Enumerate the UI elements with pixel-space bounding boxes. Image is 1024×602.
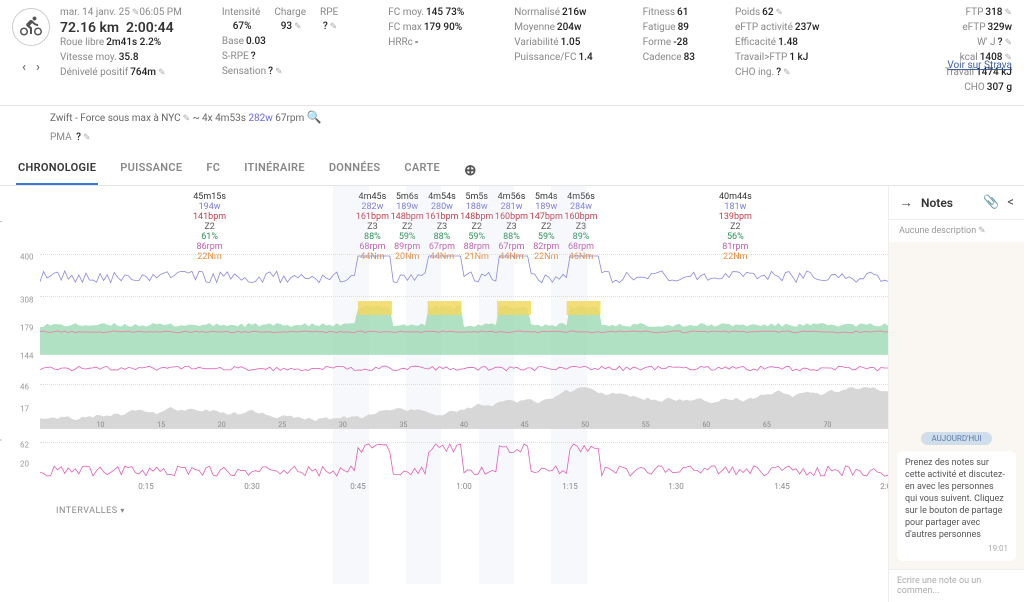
track-power[interactable]: Puissance400 bbox=[40, 254, 888, 296]
tab-puissance[interactable]: PUISSANCE bbox=[118, 155, 184, 185]
attachment-icon[interactable]: 📎 bbox=[983, 195, 999, 210]
x-tick: 0:15 bbox=[138, 482, 153, 491]
x-tick: 1:15 bbox=[562, 482, 577, 491]
x-tick: 0:30 bbox=[244, 482, 259, 491]
x-tick: 1:30 bbox=[668, 482, 683, 491]
note-input[interactable]: Ecrire une note ou un commen... bbox=[889, 569, 1024, 602]
tab-données[interactable]: DONNÉES bbox=[327, 155, 383, 185]
interval-header: 40m44s181w139bpmZ256%81rpm22Nm bbox=[719, 192, 752, 262]
activity-time: 06:05 PM bbox=[139, 7, 181, 18]
track-cadence[interactable]: 144 bbox=[40, 354, 888, 384]
distance-value: 72.16 km bbox=[60, 20, 119, 36]
x-tick: 1:45 bbox=[774, 482, 789, 491]
strava-link[interactable]: Voir sur Strava bbox=[947, 60, 1012, 71]
intervals-dropdown[interactable]: INTERVALLES ▾ bbox=[40, 500, 888, 522]
add-tab-button[interactable]: ⊕ bbox=[462, 155, 479, 185]
today-badge: AUJOURD'HUI bbox=[921, 432, 991, 445]
tab-carte[interactable]: CARTE bbox=[402, 155, 442, 185]
x-tick: 2:00 bbox=[880, 482, 888, 491]
tab-fc[interactable]: FC bbox=[204, 155, 222, 185]
interval-header: 45m15s194w141bpmZ261%86rpm22Nm bbox=[193, 192, 226, 262]
x-tick: 1:00 bbox=[456, 482, 471, 491]
track-hr30[interactable]: Cadence fréquence cardiaques 30s308179 bbox=[40, 296, 888, 354]
search-icon[interactable]: 🔍 bbox=[307, 110, 322, 124]
tab-itinéraire[interactable]: ITINÉRAIRE bbox=[242, 155, 307, 185]
note-hint: Prenez des notes sur cette activité et d… bbox=[897, 451, 1016, 561]
track-altitude[interactable]: Altitude461710152025303540455055606570 bbox=[40, 384, 888, 428]
share-icon[interactable]: < bbox=[1007, 195, 1014, 210]
next-activity-button[interactable]: › bbox=[36, 60, 40, 75]
activity-date: mar. 14 janv. 25 bbox=[60, 7, 130, 18]
tab-chronologie[interactable]: CHRONOLOGIE bbox=[16, 155, 98, 185]
track-couple[interactable]: Couple6220 bbox=[40, 442, 888, 482]
activity-name: Zwift - Force sous max à NYC bbox=[50, 113, 181, 124]
notes-title: Notes bbox=[921, 196, 975, 210]
notes-collapse-button[interactable]: → bbox=[899, 194, 913, 211]
track-modifier[interactable]: Modifier bbox=[40, 428, 888, 442]
prev-activity-button[interactable]: ‹ bbox=[22, 60, 26, 75]
duration-value: 2:00:44 bbox=[126, 20, 174, 36]
activity-icon bbox=[12, 8, 50, 46]
x-tick: 0:45 bbox=[350, 482, 365, 491]
